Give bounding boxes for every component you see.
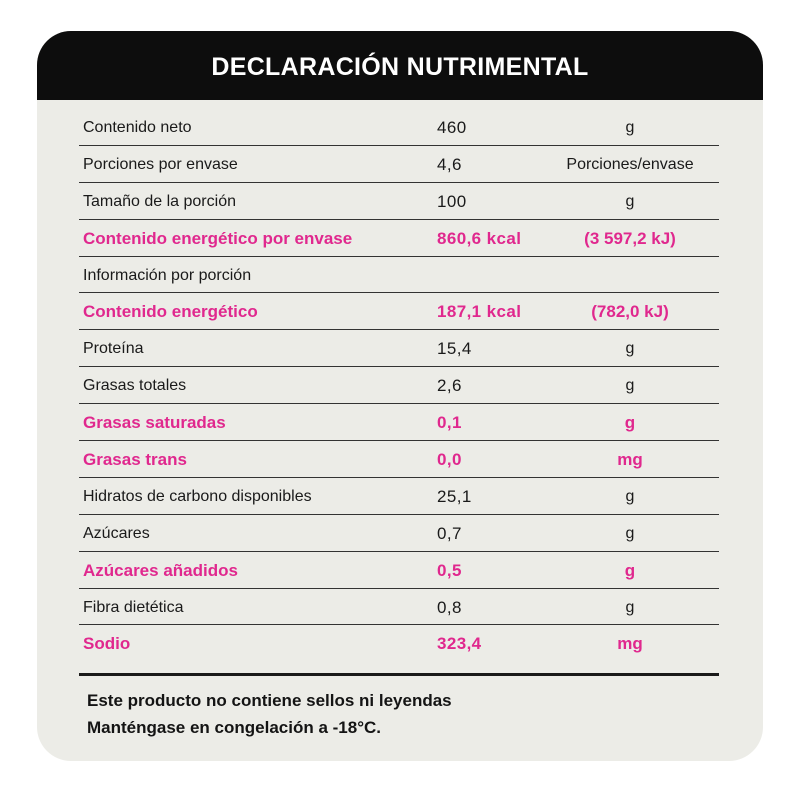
- row-value: 25,1: [437, 486, 472, 506]
- row-unit: mg: [617, 450, 643, 470]
- nutrition-label-panel: DECLARACIÓN NUTRIMENTAL Contenido neto 4…: [37, 31, 763, 761]
- row-fibra-dietetica: Fibra dietética 0,8 g: [79, 589, 719, 626]
- row-label: Contenido energético por envase: [83, 228, 353, 248]
- row-energia-por-envase: Contenido energético por envase 860,6 kc…: [79, 220, 719, 257]
- row-label: Hidratos de carbono disponibles: [83, 487, 312, 505]
- footer-notes: Este producto no contiene sellos ni leye…: [87, 687, 452, 741]
- row-unit: Porciones/envase: [566, 155, 694, 173]
- row-label: Grasas saturadas: [83, 413, 226, 433]
- row-label: Información por porción: [83, 266, 252, 284]
- row-value: 15,4: [437, 339, 472, 359]
- row-grasas-totales: Grasas totales 2,6 g: [79, 367, 719, 405]
- row-value: 2,6: [437, 376, 462, 396]
- row-unit: g: [625, 340, 635, 358]
- row-value: 4,6: [437, 154, 462, 174]
- footer-divider: [79, 673, 719, 676]
- row-value: 460: [437, 118, 467, 137]
- row-label: Porciones por envase: [83, 155, 238, 173]
- nutrition-title: DECLARACIÓN NUTRIMENTAL: [37, 31, 763, 100]
- row-unit: g: [624, 560, 636, 580]
- row-unit: g: [625, 524, 635, 542]
- row-label: Fibra dietética: [83, 598, 184, 616]
- row-label: Contenido energético: [83, 302, 258, 322]
- row-unit: g: [625, 487, 635, 505]
- row-unit: g: [625, 192, 635, 210]
- row-value: 0,0: [437, 450, 462, 470]
- row-unit: g: [624, 413, 636, 433]
- row-informacion-por-porcion: Información por porción: [79, 257, 719, 294]
- row-unit: mg: [617, 634, 643, 654]
- row-label: Grasas totales: [83, 377, 187, 395]
- row-azucares-anadidos: Azúcares añadidos 0,5 g: [79, 552, 719, 589]
- row-contenido-neto: Contenido neto 460 g: [79, 109, 719, 146]
- row-unit: (3 597,2 kJ): [584, 228, 676, 248]
- row-unit: (782,0 kJ): [591, 302, 669, 322]
- row-label: Contenido neto: [83, 119, 192, 136]
- row-label: Proteína: [83, 340, 144, 358]
- row-label: Grasas trans: [83, 450, 187, 470]
- row-hidratos-carbono: Hidratos de carbono disponibles 25,1 g: [79, 478, 719, 515]
- row-unit: g: [625, 119, 635, 136]
- row-grasas-saturadas: Grasas saturadas 0,1 g: [79, 404, 719, 442]
- row-sodio: Sodio 323,4 mg: [79, 625, 719, 662]
- row-value: 0,5: [437, 560, 462, 580]
- row-grasas-trans: Grasas trans 0,0 mg: [79, 441, 719, 478]
- row-label: Tamaño de la porción: [83, 192, 236, 210]
- row-value: 0,7: [437, 523, 462, 543]
- row-label: Azúcares: [83, 524, 150, 542]
- row-value: 0,1: [437, 413, 462, 433]
- row-proteina: Proteína 15,4 g: [79, 330, 719, 368]
- row-porciones-por-envase: Porciones por envase 4,6 Porciones/envas…: [79, 146, 719, 183]
- nutrition-table: Contenido neto 460 g Porciones por envas…: [79, 109, 719, 662]
- row-value: 323,4: [437, 634, 482, 654]
- row-contenido-energetico: Contenido energético 187,1 kcal (782,0 k…: [79, 293, 719, 331]
- row-value: 100: [437, 191, 467, 211]
- row-value: 860,6 kcal: [437, 228, 522, 248]
- row-value: 0,8: [437, 597, 462, 617]
- row-label: Sodio: [83, 634, 131, 654]
- footer-line-sellos: Este producto no contiene sellos ni leye…: [87, 691, 452, 710]
- footer-line-congelacion: Manténgase en congelación a -18°C.: [87, 718, 381, 737]
- row-tamano-porcion: Tamaño de la porción 100 g: [79, 183, 719, 220]
- row-azucares: Azúcares 0,7 g: [79, 515, 719, 552]
- row-unit: g: [625, 377, 635, 395]
- row-unit: g: [625, 598, 635, 616]
- row-label: Azúcares añadidos: [83, 560, 238, 580]
- row-value: 187,1 kcal: [437, 302, 522, 322]
